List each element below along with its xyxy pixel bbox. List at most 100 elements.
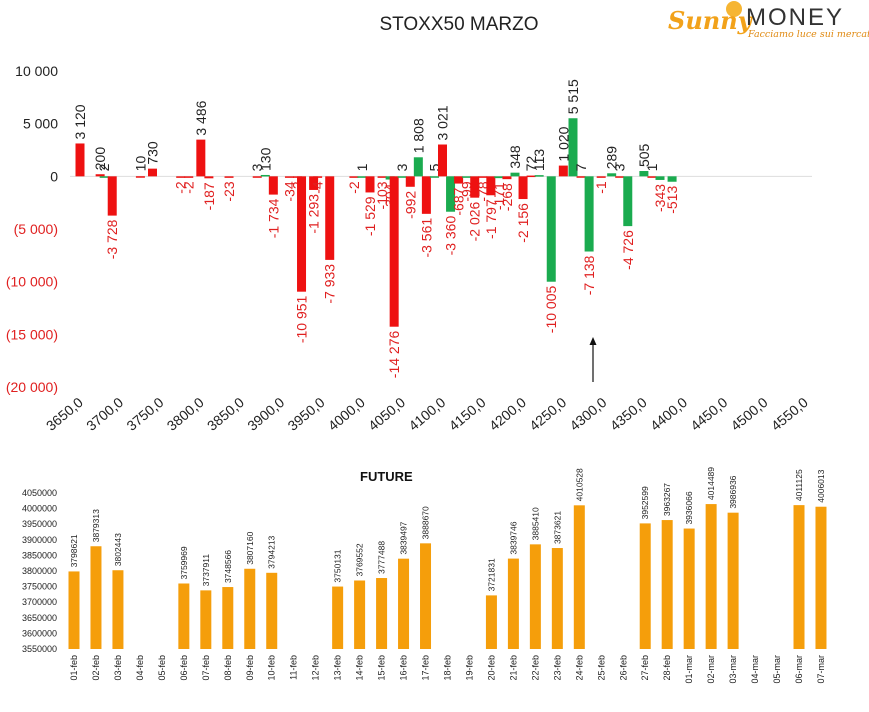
future-y-tick-label: 4000000 (22, 504, 57, 514)
oi-bar-label: 5 (426, 163, 442, 171)
future-bar (178, 583, 190, 649)
oi-bar (99, 176, 109, 178)
oi-bar-label: -3 360 (443, 216, 459, 256)
oi-bar (148, 168, 157, 177)
future-x-tick-label: 25-feb (596, 655, 606, 681)
oi-bar-label: 289 (604, 146, 620, 170)
price-arrow-icon (589, 337, 597, 345)
oi-bar (478, 176, 488, 178)
oi-bar-label: -1 734 (265, 198, 281, 238)
oi-bar-label: -3 728 (104, 219, 120, 259)
future-bar-label: 3721831 (486, 558, 496, 591)
oi-bar-label: -171 (491, 182, 507, 210)
oi-bar (546, 176, 556, 282)
future-bar-label: 3748566 (223, 550, 233, 583)
future-bar-label: 3873621 (552, 511, 562, 544)
future-bar (376, 578, 388, 649)
future-bar-label: 3777488 (377, 541, 387, 574)
oi-bar-label: 130 (257, 147, 273, 171)
future-bar-label: 3798621 (69, 534, 79, 567)
future-y-tick-label: 3800000 (22, 566, 57, 576)
oi-bar-label: -2 026 (467, 201, 483, 241)
chart-title: STOXX50 MARZO (379, 14, 539, 35)
oi-bar (421, 176, 431, 214)
oi-bar (260, 174, 270, 177)
future-x-tick-label: 07-mar (816, 655, 826, 684)
oi-bar-label: 348 (507, 145, 523, 169)
future-x-tick-label: 15-feb (377, 655, 387, 681)
oi-bar (135, 176, 145, 178)
future-x-tick-label: 02-feb (91, 655, 101, 681)
oi-bar (176, 176, 186, 178)
future-x-tick-label: 23-feb (552, 655, 562, 681)
future-bar-label: 3802443 (113, 533, 123, 566)
oi-bar-label: -10 951 (294, 295, 310, 343)
oi-bar (647, 176, 657, 178)
oi-bar-label: -687 (451, 187, 467, 215)
future-x-tick-label: 24-feb (574, 655, 584, 681)
future-x-tick-label: 09-feb (245, 655, 255, 681)
oi-bar-label: 3 (249, 163, 265, 171)
oi-bar-label: 505 (636, 143, 652, 167)
oi-bar (502, 176, 512, 180)
oi-difference-chart: 10 000 5 000 0 (5 000) (10 000) (15 000) (20 0… (6, 63, 812, 434)
future-bar-label: 4011125 (794, 469, 804, 501)
oi-bar (576, 176, 586, 178)
future-x-tick-label: 11-feb (289, 655, 299, 680)
future-bar-label: 4010528 (574, 468, 584, 501)
y-tick-label: (20 000) (6, 379, 58, 395)
future-y-tick-label: 3750000 (22, 582, 57, 592)
oi-bar-label: 3 486 (193, 100, 209, 135)
oi-bar (446, 176, 456, 212)
oi-bar (667, 176, 677, 182)
future-bar-label: 3759969 (179, 546, 189, 579)
oi-bar (584, 176, 594, 252)
future-y-tick-label: 3850000 (22, 550, 57, 560)
future-x-tick-label: 14-feb (355, 655, 365, 681)
future-x-tick-label: 01-mar (684, 655, 694, 684)
oi-bar-label: 2 (96, 163, 112, 171)
future-bar-label: 3794213 (267, 535, 277, 568)
oi-bar (377, 176, 387, 178)
future-x-tick-label: 04-feb (135, 655, 145, 681)
oi-bar-label: -2 156 (515, 203, 531, 243)
future-bar (727, 512, 739, 649)
future-bar-label: 3879313 (91, 509, 101, 542)
oi-bar-label: -4 726 (620, 230, 636, 270)
oi-bar (486, 176, 496, 196)
future-bar-label: 3885410 (530, 507, 540, 540)
oi-bar-label: 1 020 (555, 126, 571, 161)
future-x-tick-label: 03-feb (113, 655, 123, 681)
oi-bar (494, 176, 504, 179)
oi-bar-label: -1 (593, 181, 609, 194)
oi-bar (454, 176, 464, 184)
oi-bar (365, 176, 375, 193)
y-tick-label: 0 (50, 168, 58, 184)
future-x-tick-label: 13-feb (333, 655, 343, 681)
future-x-tick-label: 20-feb (486, 655, 496, 681)
future-bar (793, 505, 805, 649)
oi-bar (429, 176, 439, 178)
future-bar-label: 4006013 (816, 469, 826, 502)
oi-bar (397, 176, 407, 178)
y-tick-label: (15 000) (6, 326, 58, 342)
oi-bar (95, 174, 105, 177)
future-x-tick-label: 27-feb (640, 655, 650, 681)
oi-bar (389, 176, 399, 327)
future-x-tick-label: 06-mar (794, 655, 804, 684)
oi-bar (438, 144, 447, 177)
future-bar-label: 3963267 (662, 483, 672, 516)
future-bar (398, 558, 410, 649)
oi-bar (596, 176, 606, 178)
oi-bar-label: -1 293 (306, 194, 322, 234)
future-x-tick-label: 16-feb (399, 655, 409, 681)
oi-bar-label: -14 276 (386, 330, 402, 378)
oi-bar-label: 1 (644, 163, 660, 171)
future-x-tick-label: 04-mar (750, 655, 760, 684)
oi-bar-label: -103 (374, 181, 390, 209)
oi-bar (639, 171, 649, 177)
future-x-tick-label: 05-feb (157, 655, 167, 681)
future-x-tick-label: 06-feb (179, 655, 189, 681)
future-bar (815, 506, 827, 649)
future-bar (705, 504, 717, 649)
